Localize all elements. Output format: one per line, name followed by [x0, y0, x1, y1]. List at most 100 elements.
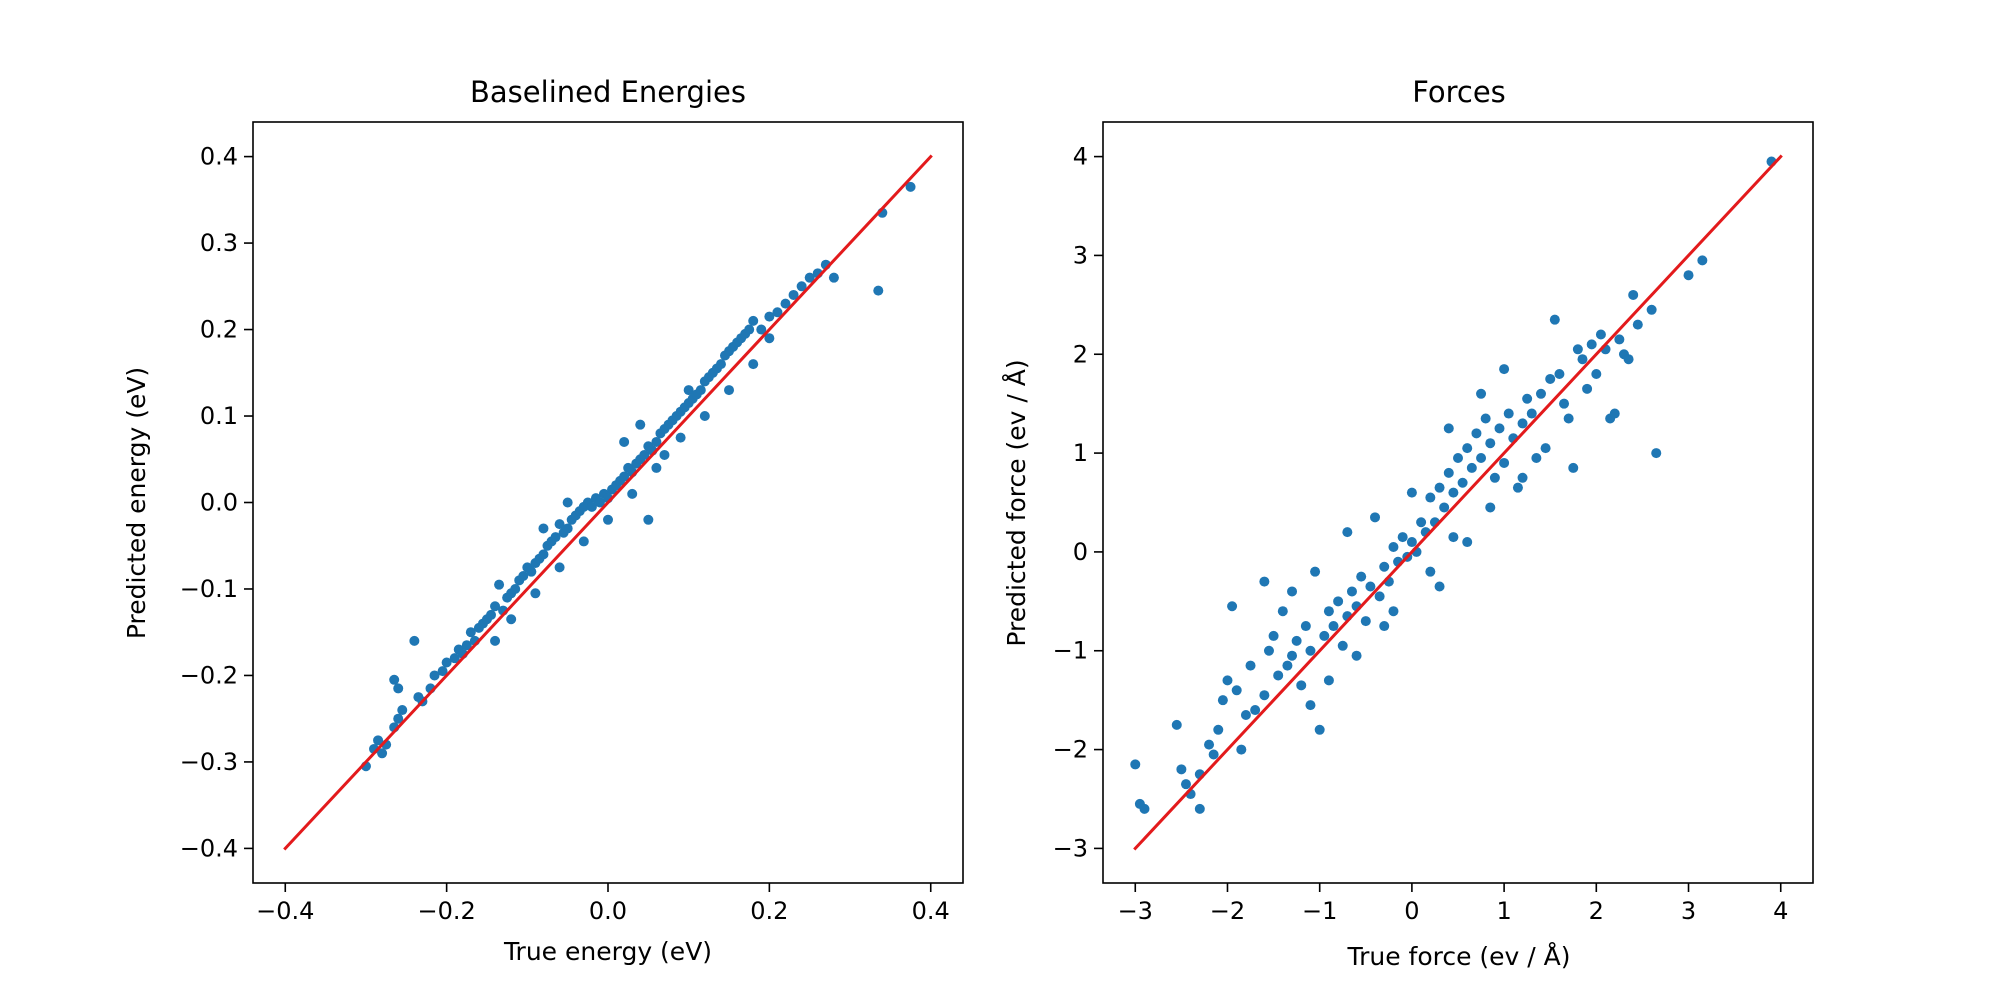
data-point — [1697, 255, 1708, 266]
data-point — [1480, 413, 1491, 424]
data-point — [373, 735, 384, 746]
data-point — [1434, 482, 1445, 493]
reference-line — [1133, 154, 1783, 851]
data-point — [429, 670, 440, 681]
data-point — [1236, 744, 1247, 755]
data-point — [651, 436, 662, 447]
y-tick-label: 0.3 — [200, 229, 238, 257]
data-point — [506, 614, 517, 625]
data-point — [1328, 621, 1339, 632]
data-point — [397, 705, 408, 716]
data-point — [675, 432, 686, 443]
data-point — [1305, 700, 1316, 711]
data-point — [1139, 803, 1150, 814]
data-point — [1683, 270, 1694, 281]
data-point — [1494, 423, 1505, 434]
data-point — [1351, 650, 1362, 661]
data-point — [1609, 408, 1620, 419]
data-point — [1595, 329, 1606, 340]
data-point — [764, 333, 775, 344]
data-point — [1217, 695, 1228, 706]
data-point — [772, 307, 783, 318]
data-point — [1287, 650, 1298, 661]
data-point — [1554, 369, 1565, 380]
data-point — [562, 523, 573, 534]
data-point — [1425, 566, 1436, 577]
data-point — [683, 385, 694, 396]
y-tick-label: −2 — [1053, 736, 1088, 764]
data-point — [1531, 453, 1542, 464]
data-point — [1448, 532, 1459, 543]
data-point — [409, 635, 420, 646]
scatter-layer — [360, 181, 916, 772]
data-point — [1268, 630, 1279, 641]
x-tick-label: 4 — [1773, 897, 1788, 925]
data-point — [1614, 334, 1625, 345]
data-point — [1651, 448, 1662, 459]
data-point — [393, 683, 404, 694]
data-point — [594, 497, 605, 508]
data-point — [905, 181, 916, 192]
data-point — [538, 549, 549, 560]
tick-layer: −0.4 −0.2 0.0 0.2 0.4 −0.4 −0.3 −0.2 −0.1 0.0 0.1 0… — [180, 143, 950, 925]
data-point — [437, 666, 448, 677]
data-point — [1563, 413, 1574, 424]
data-point — [873, 285, 884, 296]
data-point — [550, 532, 561, 543]
x-tick-label: −0.4 — [256, 897, 314, 925]
data-point — [1476, 388, 1487, 399]
data-point — [1379, 621, 1390, 632]
data-point — [1416, 517, 1427, 528]
y-tick-label: −1 — [1053, 637, 1088, 665]
data-point — [562, 497, 573, 508]
data-point — [639, 449, 650, 460]
data-point — [1263, 645, 1274, 656]
data-point — [715, 359, 726, 370]
data-point — [449, 653, 460, 664]
data-point — [1259, 576, 1270, 587]
data-point — [586, 501, 597, 512]
data-point — [1499, 457, 1510, 468]
y-tick-label: −0.3 — [180, 748, 238, 776]
data-point — [1517, 472, 1528, 483]
data-point — [643, 514, 654, 525]
data-point — [1632, 319, 1643, 330]
data-point — [1231, 685, 1242, 696]
data-point — [1628, 289, 1639, 300]
data-point — [1448, 487, 1459, 498]
data-point — [526, 566, 537, 577]
y-tick-label: −3 — [1053, 834, 1088, 862]
data-point — [1406, 537, 1417, 548]
data-point — [627, 488, 638, 499]
data-point — [1443, 467, 1454, 478]
data-point — [748, 315, 759, 326]
data-point — [756, 324, 767, 335]
data-point — [1323, 675, 1334, 686]
data-point — [1204, 739, 1215, 750]
data-point — [1457, 477, 1468, 488]
data-point — [828, 272, 839, 283]
data-point — [554, 519, 565, 530]
data-point — [389, 674, 400, 685]
data-point — [578, 536, 589, 547]
y-axis-label: Predicted energy (eV) — [122, 367, 151, 639]
data-point — [1466, 462, 1477, 473]
x-tick-label: −1 — [1302, 897, 1337, 925]
data-point — [1291, 635, 1302, 646]
data-point — [530, 588, 541, 599]
tick-layer: −3 −2 −1 0 1 2 3 4 −3 −2 −1 0 1 2 3 4 — [1053, 143, 1789, 925]
data-point — [461, 640, 472, 651]
data-point — [1323, 606, 1334, 617]
data-point — [1623, 354, 1634, 365]
data-point — [796, 281, 807, 292]
y-tick-label: 2 — [1073, 340, 1088, 368]
data-point — [1208, 749, 1219, 760]
data-point — [1130, 759, 1141, 770]
data-point — [1471, 428, 1482, 439]
reference-line — [283, 154, 933, 851]
x-axis-label: True energy (eV) — [503, 937, 712, 966]
data-point — [1434, 581, 1445, 592]
data-point — [1213, 724, 1224, 735]
panel-baselined-energies: Baselined Energies True energy (eV) Pred… — [122, 75, 964, 966]
